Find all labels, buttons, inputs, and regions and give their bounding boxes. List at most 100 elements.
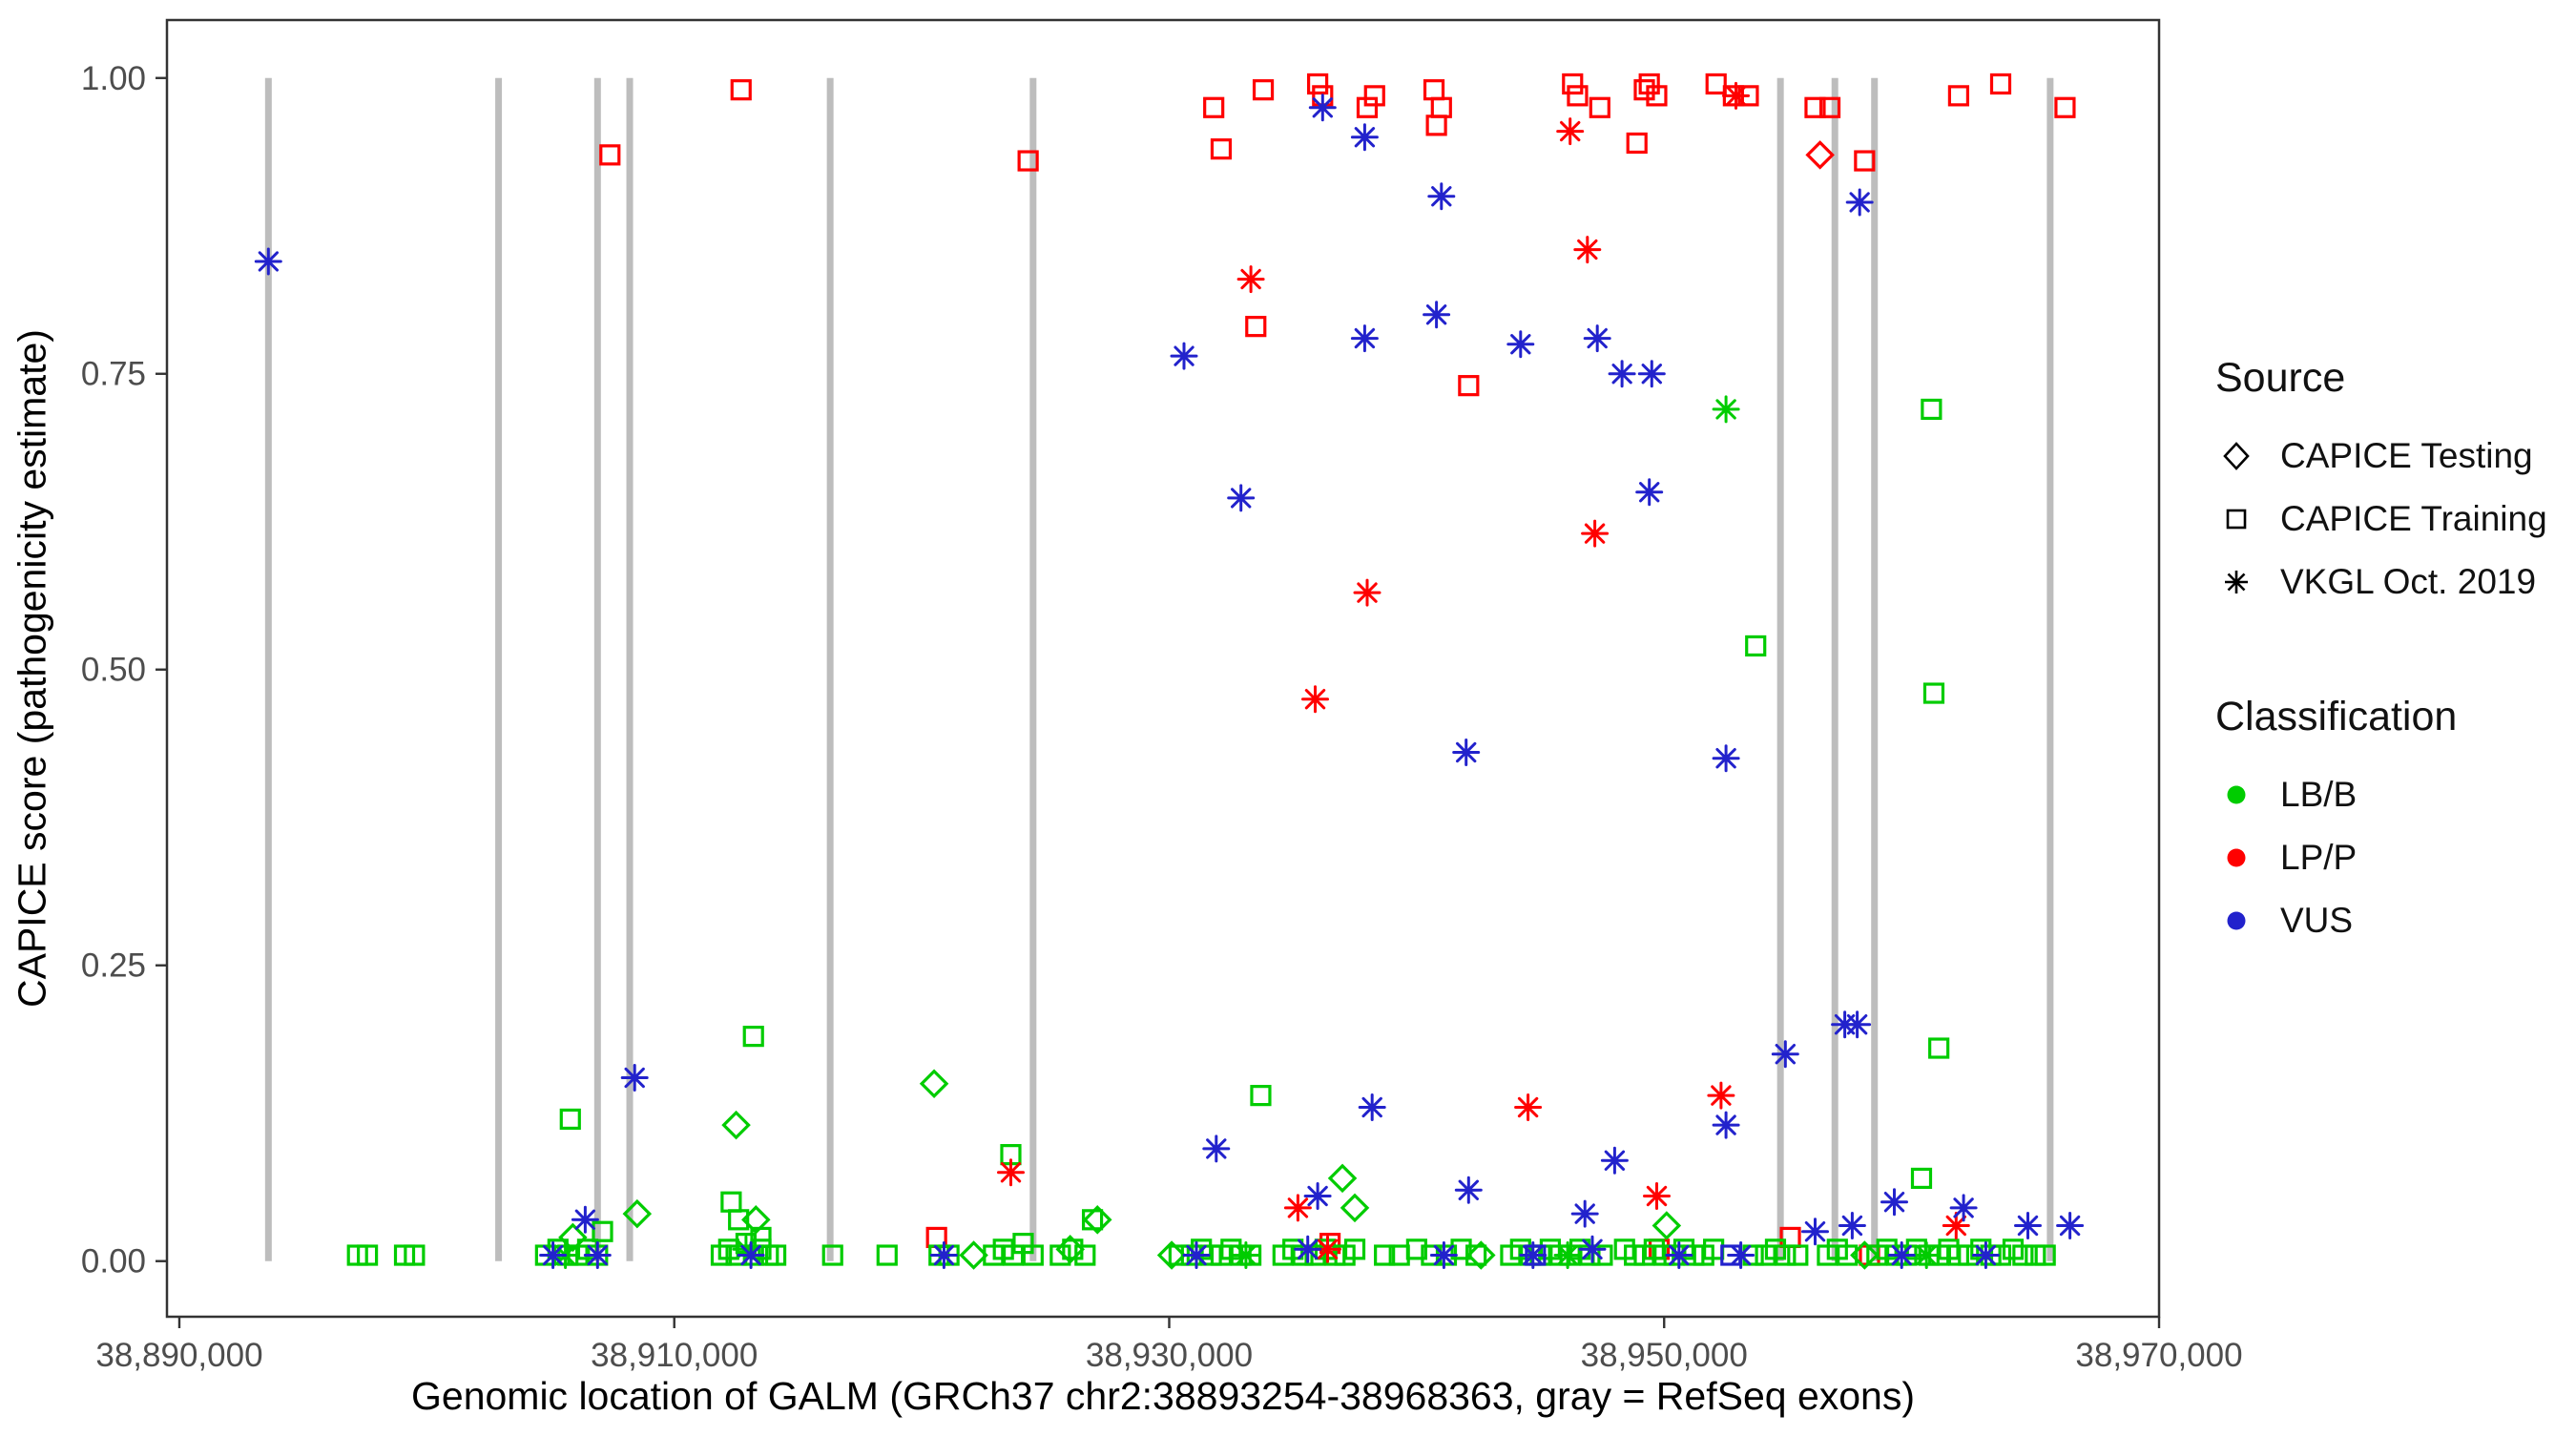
data-point (1343, 1238, 1366, 1260)
data-point (1450, 1238, 1472, 1260)
data-point (764, 1244, 787, 1266)
data-point (599, 144, 621, 166)
data-point (1581, 519, 1610, 548)
data-point (1232, 1241, 1260, 1269)
data-point (1643, 1182, 1671, 1210)
axis-tick-labels: 38,890,000 38,910,000 38,930,000 38,950,000… (81, 60, 2243, 1374)
data-point (1452, 739, 1481, 766)
data-point (1787, 1244, 1809, 1266)
data-point (1454, 1176, 1483, 1204)
data-point (742, 1026, 764, 1048)
legend-item-vus: VUS (2215, 889, 2547, 952)
data-point (876, 1244, 898, 1266)
data-point (721, 1110, 751, 1140)
data-point (737, 1241, 765, 1269)
data-point (1949, 1194, 1978, 1222)
x-tick-label: 38,970,000 (2075, 1337, 2242, 1374)
data-point (1156, 1240, 1187, 1270)
data-point (1971, 1241, 2000, 1269)
legend-item-label: VUS (2280, 901, 2354, 940)
data-point (1358, 1093, 1386, 1121)
x-tick-label: 38,950,000 (1581, 1337, 1748, 1374)
data-point (539, 1241, 568, 1269)
data-point (1562, 73, 1584, 95)
data-point (1466, 1240, 1496, 1270)
data-point (1210, 138, 1233, 160)
data-point (1837, 1244, 1859, 1266)
data-point (1646, 85, 1668, 107)
data-point (1722, 81, 1750, 110)
legend-classification-title: Classification (2215, 694, 2458, 739)
data-point (1227, 484, 1256, 512)
data-point (1638, 73, 1660, 95)
data-point (1203, 96, 1225, 118)
data-point (1727, 1241, 1755, 1269)
data-point (2012, 1244, 2034, 1266)
data-point (1775, 1244, 1797, 1266)
data-point (559, 1108, 581, 1131)
data-point (1843, 1010, 1872, 1039)
data-point (1301, 685, 1329, 714)
legend-item-lpp: LP/P (2215, 826, 2547, 889)
y-tick-label: 0.50 (81, 652, 146, 689)
y-tick-label: 0.00 (81, 1243, 146, 1280)
data-point (1818, 96, 1841, 118)
data-point (1082, 1205, 1112, 1235)
data-point (1283, 1194, 1312, 1222)
data-point (1652, 1211, 1682, 1240)
y-axis-title: CAPICE score (pathogenicity estimate) (10, 329, 54, 1008)
data-point (1245, 316, 1267, 338)
data-point (1514, 1093, 1543, 1121)
data-point (620, 1064, 649, 1092)
data-point (919, 1069, 949, 1098)
data-point (1626, 132, 1648, 155)
data-point (1340, 1193, 1370, 1223)
data-point (741, 1205, 771, 1235)
legend-item-label: LP/P (2280, 838, 2358, 877)
data-point (1567, 85, 1589, 107)
panel-border (165, 18, 2161, 1319)
legend-item-label: VKGL Oct. 2019 (2280, 562, 2537, 601)
data-point (720, 1191, 742, 1213)
data-point (1363, 85, 1385, 107)
data-point (1055, 1235, 1085, 1264)
data-point (1880, 1188, 1908, 1217)
legend-item-label: CAPICE Training (2280, 499, 2547, 538)
data-point (404, 1244, 426, 1266)
data-point (1202, 1134, 1231, 1163)
vus-color-dot-icon (2227, 911, 2246, 930)
data-point (1429, 1241, 1458, 1269)
data-point (254, 247, 282, 276)
data-point (1062, 1238, 1084, 1260)
data-point (710, 1244, 733, 1266)
x-tick-label: 38,890,000 (95, 1337, 262, 1374)
data-point (1805, 140, 1835, 170)
data-point (997, 1158, 1025, 1187)
diamond-icon (2223, 442, 2250, 470)
data-point (2034, 1244, 2056, 1266)
data-point (1553, 1241, 1582, 1269)
data-point (1308, 94, 1337, 122)
data-point (1303, 1182, 1332, 1210)
data-point (1942, 1212, 1970, 1239)
y-tick-label: 0.25 (81, 947, 146, 985)
data-point (1887, 1241, 1916, 1269)
data-point (1922, 682, 1945, 704)
data-point (1350, 123, 1379, 152)
legend: Source CAPICE Testing CAPICE Training VK… (2215, 355, 2547, 952)
data-point (1712, 1111, 1740, 1139)
data-point (1570, 1199, 1599, 1228)
data-point (728, 1209, 750, 1231)
data-point (1350, 324, 1379, 353)
data-point (1928, 1037, 1950, 1059)
data-point (571, 1205, 599, 1234)
legend-item-label: LB/B (2280, 775, 2358, 814)
legend-classification-section: Classification LB/B LP/P VUS (2215, 694, 2547, 952)
data-point (1912, 1241, 1941, 1269)
data-point (1170, 342, 1198, 370)
data-point (1294, 1235, 1322, 1263)
x-tick-label: 38,910,000 (591, 1337, 758, 1374)
data-point (1182, 1241, 1211, 1269)
